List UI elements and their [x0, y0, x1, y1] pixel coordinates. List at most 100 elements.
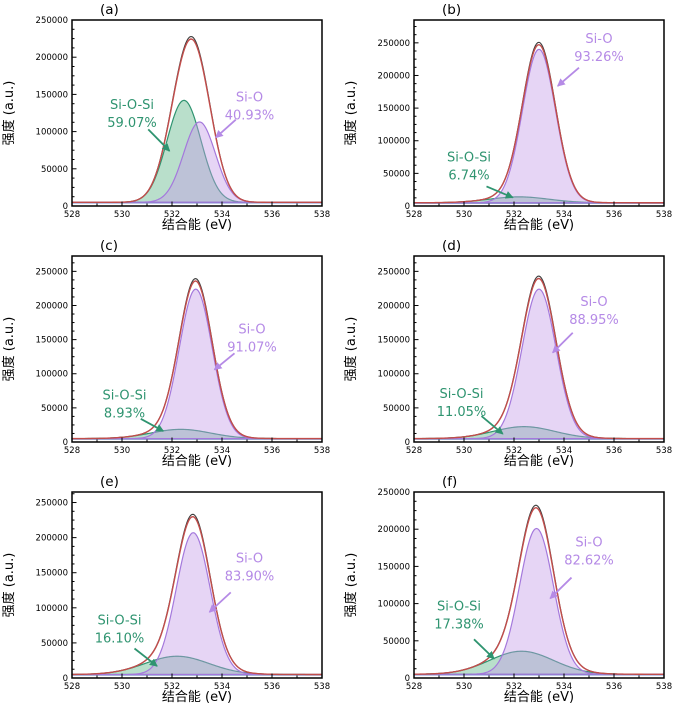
- y-tick-label: 250000: [36, 16, 68, 26]
- x-tick-label: 536: [264, 682, 280, 692]
- x-tick-label: 530: [114, 682, 130, 692]
- y-tick-label: 0: [63, 674, 68, 684]
- peak-annotation-label: Si-O-Si 11.05%: [437, 387, 487, 420]
- y-tick-label: 100000: [378, 600, 410, 610]
- envelope-fit-curve: [413, 507, 664, 675]
- y-tick-label: 200000: [36, 53, 68, 63]
- panel-label: (d): [442, 238, 461, 254]
- x-tick-label: 528: [406, 210, 422, 220]
- peak-annotation-line: 8.93%: [104, 407, 145, 422]
- annotation-arrow: [208, 591, 232, 613]
- x-axis-title: 结合能 (eV): [504, 454, 574, 469]
- y-tick-label: 50000: [41, 165, 68, 175]
- peak-annotation-line: Si-O-Si: [439, 387, 483, 402]
- y-tick-label: 100000: [36, 370, 68, 380]
- y-tick-label: 100000: [36, 128, 68, 138]
- y-tick-label: 0: [405, 674, 410, 684]
- y-tick-label: 50000: [383, 404, 410, 414]
- panel-label: (a): [100, 2, 119, 18]
- peak-annotation-label: Si-O-Si 17.38%: [434, 600, 484, 633]
- y-tick-label: 200000: [36, 301, 68, 311]
- y-tick-label: 0: [63, 202, 68, 212]
- x-axis-title: 结合能 (eV): [162, 690, 232, 705]
- y-tick-label: 100000: [378, 370, 410, 380]
- y-tick-label: 250000: [378, 267, 410, 277]
- peak-annotation-line: 82.62%: [564, 554, 614, 569]
- y-axis-title: 强度 (a.u.): [343, 81, 359, 146]
- y-tick-label: 200000: [36, 534, 68, 544]
- y-tick-label: 0: [405, 202, 410, 212]
- peak-annotation-line: Si-O: [238, 322, 265, 337]
- y-tick-label: 250000: [378, 488, 410, 498]
- envelope-fit-curve: [72, 38, 322, 203]
- axis-ticks: [413, 491, 665, 679]
- x-tick-label: 538: [656, 210, 672, 220]
- peak-annotation-line: 11.05%: [437, 405, 487, 420]
- peak-annotation-line: 40.93%: [225, 108, 275, 123]
- y-tick-label: 250000: [378, 39, 410, 49]
- xps-panel-f: 528 530 532 534 536 538 0 50000 100000 150000 2000…: [342, 472, 684, 708]
- x-tick-label: 538: [656, 682, 672, 692]
- envelope-fit-curve: [71, 515, 322, 676]
- x-tick-label: 530: [456, 210, 472, 220]
- peak-annotation-line: Si-O-Si: [437, 600, 481, 615]
- y-tick-label: 150000: [378, 336, 410, 346]
- y-tick-label: 0: [405, 438, 410, 448]
- annotation-arrow: [480, 415, 504, 435]
- annotation-arrow: [140, 418, 165, 432]
- x-tick-label: 536: [606, 446, 622, 456]
- annotation-arrow: [147, 128, 171, 152]
- x-tick-label: 534: [556, 446, 572, 456]
- xps-panel-d: 528 530 532 534 536 538 0 50000 100000 150000 2000…: [342, 236, 684, 472]
- x-tick-label: 532: [164, 682, 180, 692]
- x-tick-label: 536: [264, 446, 280, 456]
- peak-annotation-line: Si-O: [580, 295, 607, 310]
- peak-annotation-line: 6.74%: [448, 169, 489, 184]
- peak-annotation-label: Si-O-Si 16.10%: [95, 613, 145, 646]
- y-tick-label: 0: [63, 438, 68, 448]
- x-tick-label: 538: [656, 446, 672, 456]
- peak-annotation-label: Si-O 93.26%: [574, 32, 624, 65]
- y-tick-label: 50000: [383, 169, 410, 179]
- annotation-arrow: [473, 638, 495, 660]
- peak-annotation-label: Si-O-Si 6.74%: [447, 151, 491, 184]
- x-tick-label: 530: [114, 210, 130, 220]
- panel-label: (b): [442, 2, 461, 18]
- peak-annotation-line: 91.07%: [227, 340, 277, 355]
- axis-ticks: [71, 262, 323, 443]
- peak-annotation-line: Si-O-Si: [110, 98, 154, 113]
- peak-annotation-line: 93.26%: [574, 50, 624, 65]
- peak-annotation-label: Si-O 40.93%: [225, 90, 275, 123]
- y-tick-label: 200000: [378, 71, 410, 81]
- envelope-fit-curve: [413, 277, 664, 440]
- x-tick-label: 534: [214, 446, 230, 456]
- x-axis-title: 结合能 (eV): [162, 218, 232, 233]
- y-tick-label: 250000: [36, 499, 68, 509]
- y-axis-title: 强度 (a.u.): [1, 81, 17, 146]
- spectrum-chart: 528 530 532 534 536 538 0 50000 100000 150000 2000…: [1, 2, 330, 233]
- panel-label: (f): [442, 474, 457, 490]
- peak-annotation-label: Si-O 82.62%: [564, 536, 614, 569]
- spectrum-chart: 528 530 532 534 536 538 0 50000 100000 150000 2000…: [343, 2, 672, 233]
- x-tick-label: 532: [506, 210, 522, 220]
- y-tick-label: 150000: [378, 562, 410, 572]
- x-tick-label: 538: [314, 446, 330, 456]
- x-tick-label: 528: [406, 446, 422, 456]
- peak-annotation-line: Si-O: [236, 552, 263, 567]
- x-tick-label: 538: [314, 210, 330, 220]
- y-tick-label: 100000: [36, 604, 68, 614]
- panel-label: (e): [100, 474, 119, 490]
- peak-annotation-label: Si-O 83.90%: [225, 552, 275, 585]
- y-axis-title: 强度 (a.u.): [343, 317, 359, 382]
- x-tick-label: 530: [114, 446, 130, 456]
- x-axis-title: 结合能 (eV): [162, 454, 232, 469]
- x-tick-label: 532: [164, 210, 180, 220]
- x-tick-label: 532: [506, 446, 522, 456]
- x-axis-title: 结合能 (eV): [504, 690, 574, 705]
- y-tick-label: 250000: [36, 267, 68, 277]
- x-tick-label: 528: [64, 210, 80, 220]
- peak-annotation-line: Si-O-Si: [97, 613, 141, 628]
- y-tick-label: 50000: [41, 639, 68, 649]
- y-axis-title: 强度 (a.u.): [343, 553, 359, 618]
- x-tick-label: 530: [456, 682, 472, 692]
